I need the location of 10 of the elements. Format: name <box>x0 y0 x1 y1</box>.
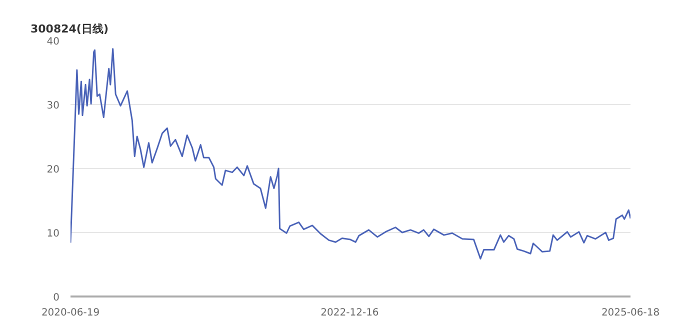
x-tick-label: 2022-12-16 <box>320 308 379 318</box>
y-tick-label: 20 <box>46 164 60 176</box>
y-tick-label: 40 <box>46 36 60 48</box>
chart-title: 300824(日线) <box>30 22 108 36</box>
x-tick-label: 2025-06-18 <box>601 308 660 318</box>
line-series <box>70 48 630 260</box>
y-tick-label: 0 <box>53 292 60 304</box>
x-tick-label: 2020-06-19 <box>41 308 100 318</box>
y-tick-label: 30 <box>46 100 60 112</box>
y-tick-label: 10 <box>46 228 60 240</box>
